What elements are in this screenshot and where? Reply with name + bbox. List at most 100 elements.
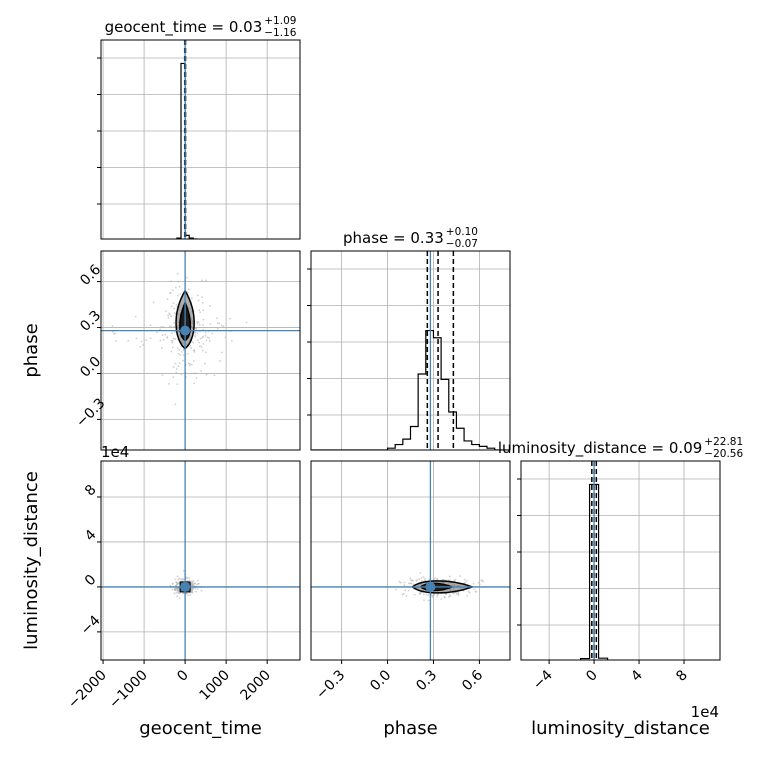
sample-point — [196, 583, 199, 586]
sample-point — [197, 582, 200, 585]
sample-point — [220, 324, 223, 327]
sample-point — [115, 339, 117, 342]
sample-point — [164, 333, 166, 336]
sample-point — [245, 321, 248, 324]
sample-point — [404, 589, 407, 592]
sample-point — [190, 583, 193, 586]
sample-point — [202, 309, 205, 312]
panel-title-phase: phase = 0.33 +0.10−0.07 — [343, 226, 478, 250]
x-tick-label: −4 — [530, 667, 556, 693]
sample-point — [172, 366, 175, 369]
title-err-minus: −1.16 — [264, 27, 296, 39]
sample-point — [440, 598, 443, 601]
sample-point — [468, 591, 471, 594]
sample-point — [423, 599, 425, 602]
y-tick-label: 0.3 — [77, 308, 104, 335]
sample-point — [176, 272, 179, 275]
y-tick-label: 4 — [82, 527, 100, 545]
sample-point — [190, 363, 193, 366]
sample-point — [180, 578, 183, 581]
y-axis-label-luminosity_distance: luminosity_distance — [21, 471, 42, 650]
sample-point — [156, 331, 158, 334]
sample-point — [196, 322, 199, 325]
sample-point — [176, 595, 179, 598]
panel-geocent_time-hist: geocent_time = 0.03 +1.09−1.16 — [97, 15, 301, 240]
sample-point — [430, 594, 433, 597]
sample-point — [178, 597, 181, 600]
sample-point — [455, 591, 458, 594]
sample-point — [407, 589, 410, 592]
sample-point — [188, 577, 190, 579]
sample-point — [161, 334, 164, 336]
sample-point — [176, 589, 178, 592]
sample-point — [457, 594, 460, 597]
x-tick-label: −0.3 — [313, 667, 348, 702]
sample-point — [432, 578, 435, 581]
sample-point — [175, 368, 178, 371]
title-text: geocent_time = 0.03 — [105, 18, 263, 37]
title-err-plus: +0.10 — [446, 226, 478, 238]
sample-point — [463, 578, 466, 581]
panel-phase-hist: phase = 0.33 +0.10−0.07 — [307, 226, 511, 451]
sample-point — [199, 311, 202, 314]
sample-point — [197, 579, 200, 582]
sample-point — [127, 339, 130, 342]
sample-point — [172, 376, 175, 379]
sample-point — [170, 315, 173, 318]
sample-point — [173, 592, 176, 595]
sample-point — [194, 334, 197, 337]
sample-point — [398, 580, 401, 583]
sample-point — [209, 323, 212, 325]
sample-point — [177, 592, 180, 594]
sample-point — [447, 595, 450, 598]
sample-point — [186, 579, 189, 582]
x-tick-label: 2000 — [237, 667, 274, 704]
sample-point — [139, 345, 142, 348]
sample-point — [477, 581, 480, 584]
sample-point — [201, 296, 203, 299]
x-offset-text: 1e4 — [691, 703, 719, 721]
sample-point — [213, 374, 216, 377]
sample-point — [188, 362, 191, 365]
sample-point — [230, 339, 233, 342]
sample-point — [228, 317, 231, 320]
sample-point — [427, 594, 430, 596]
sample-point — [192, 372, 195, 375]
sample-point — [185, 592, 188, 594]
sample-point — [436, 578, 439, 581]
x-tick-label: −2000 — [65, 667, 110, 712]
sample-point — [167, 314, 170, 317]
sample-point — [176, 575, 179, 578]
sample-point — [218, 359, 221, 362]
sample-point — [171, 346, 174, 349]
sample-point — [199, 337, 202, 340]
sample-point — [175, 581, 178, 584]
sample-point — [205, 339, 208, 342]
sample-point — [173, 311, 176, 314]
sample-point — [168, 325, 171, 328]
sample-point — [186, 352, 189, 355]
sample-point — [177, 352, 180, 355]
sample-point — [409, 582, 412, 585]
sample-point — [169, 584, 172, 587]
sample-point — [114, 332, 116, 335]
sample-point — [186, 576, 189, 579]
sample-point — [176, 383, 179, 386]
sample-point — [409, 577, 412, 580]
sample-point — [168, 382, 170, 385]
sample-point — [182, 359, 184, 362]
sample-point — [188, 364, 191, 367]
sample-point — [172, 582, 174, 585]
sample-point — [448, 575, 451, 578]
sample-point — [195, 326, 198, 329]
sample-point — [174, 578, 177, 581]
sample-point — [195, 372, 197, 375]
sample-point — [413, 593, 416, 596]
sample-point — [111, 330, 114, 333]
sample-point — [162, 326, 165, 328]
sample-point — [177, 582, 180, 585]
sample-point — [142, 344, 144, 346]
sample-point — [415, 580, 418, 582]
